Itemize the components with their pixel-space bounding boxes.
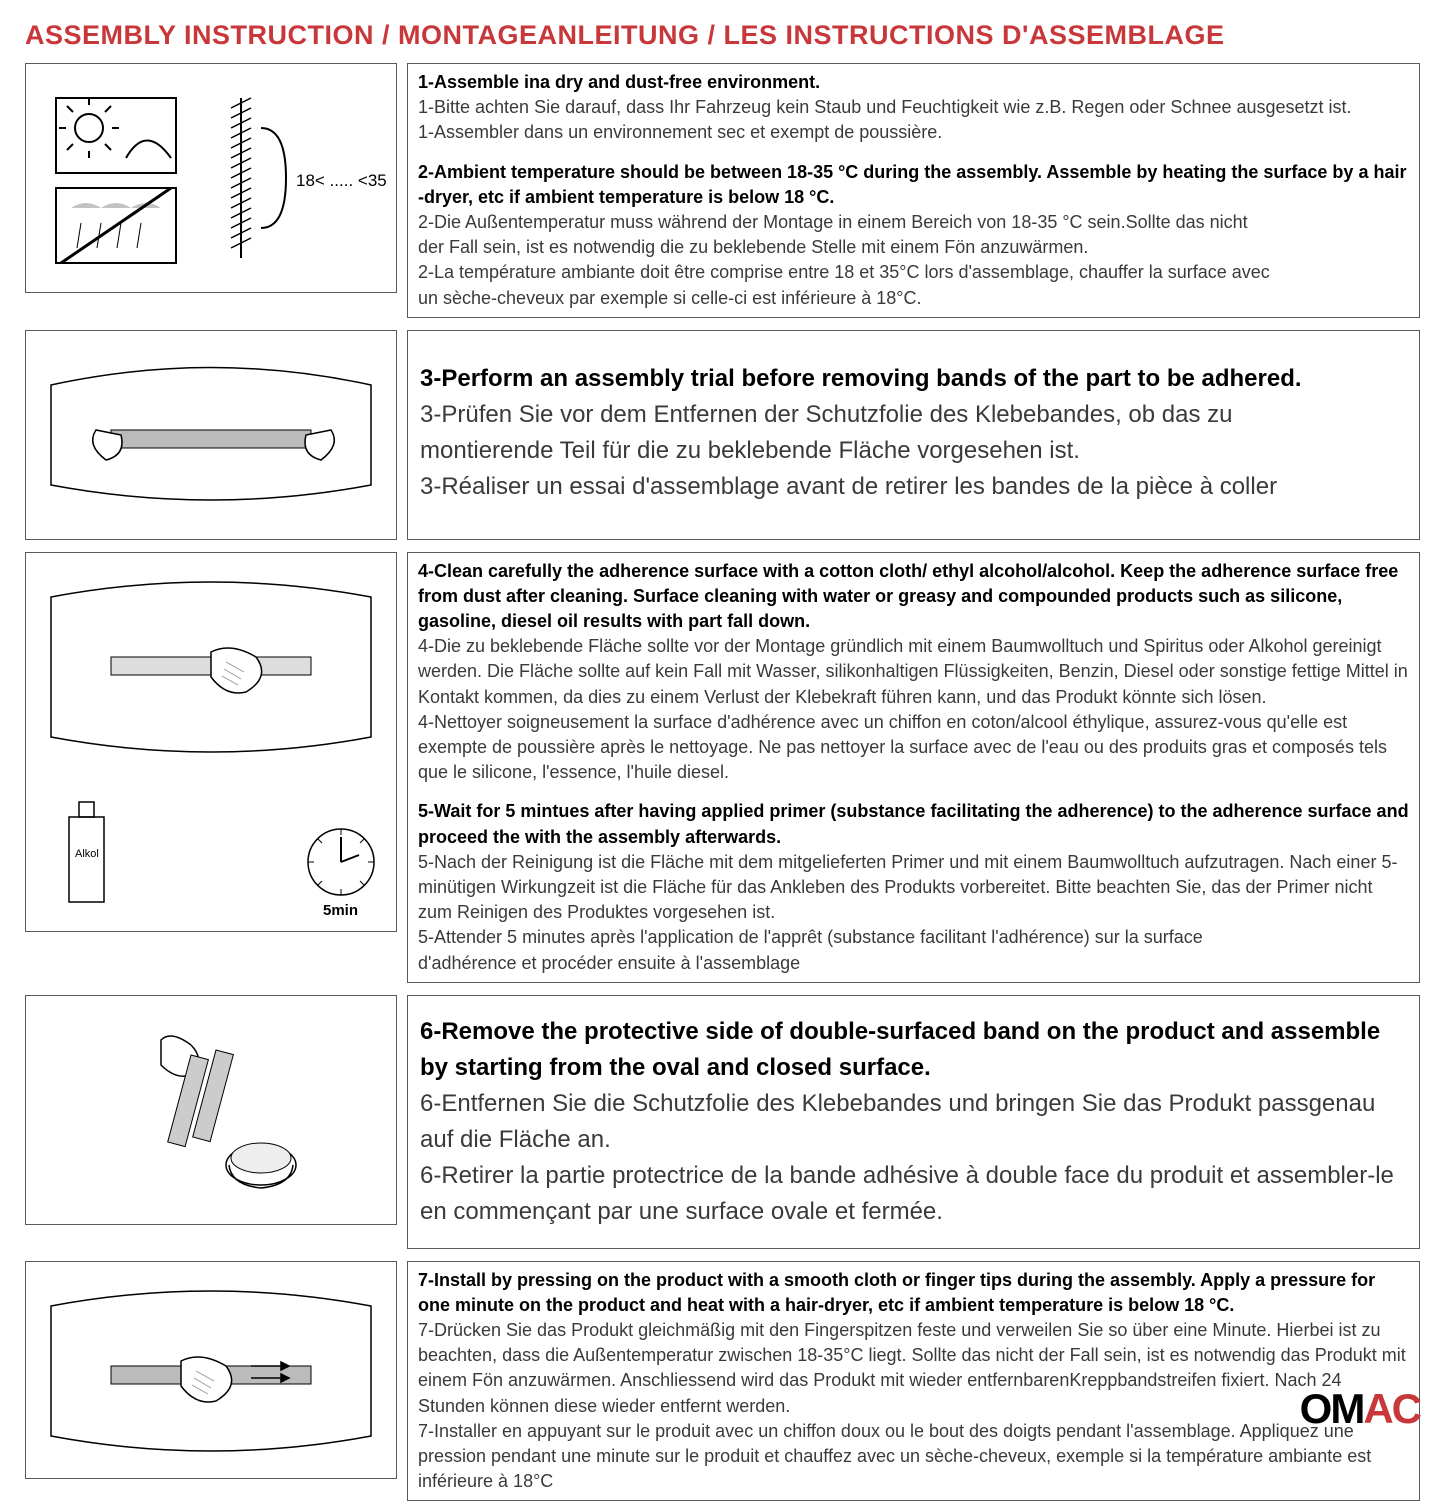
- step3-de2: montierende Teil für die zu beklebende F…: [420, 433, 1407, 469]
- page-title: ASSEMBLY INSTRUCTION / MONTAGEANLEITUNG …: [25, 20, 1420, 51]
- step6-en2: by starting from the oval and closed sur…: [420, 1050, 1407, 1086]
- logo-om: OM: [1300, 1385, 1364, 1432]
- step5-de: 5-Nach der Reinigung ist die Fläche mit …: [418, 850, 1409, 926]
- step5-fr1: 5-Attender 5 minutes après l'application…: [418, 925, 1409, 950]
- step3-de1: 3-Prüfen Sie vor dem Entfernen der Schut…: [420, 397, 1407, 433]
- step6-en1: 6-Remove the protective side of double-s…: [420, 1014, 1407, 1050]
- brand-logo: OMAC: [1300, 1385, 1420, 1433]
- step2-en: 2-Ambient temperature should be between …: [418, 160, 1409, 210]
- svg-text:18< ..... <35 C: 18< ..... <35 C: [296, 171, 391, 190]
- text-section-4: 6-Remove the protective side of double-s…: [407, 995, 1420, 1249]
- text-section-5: 7-Install by pressing on the product wit…: [407, 1261, 1420, 1501]
- section-1: 18< ..... <35 C 1-Assemble ina dry and d…: [25, 63, 1420, 318]
- step7-de: 7-Drücken Sie das Produkt gleichmäßig mi…: [418, 1318, 1409, 1419]
- step1-de: 1-Bitte achten Sie darauf, dass Ihr Fahr…: [418, 95, 1409, 120]
- step5-en: 5-Wait for 5 mintues after having applie…: [418, 799, 1409, 849]
- step6-de: 6-Entfernen Sie die Schutzfolie des Kleb…: [420, 1086, 1407, 1158]
- section-5: 7-Install by pressing on the product wit…: [25, 1261, 1420, 1501]
- section-2: 3-Perform an assembly trial before remov…: [25, 330, 1420, 540]
- text-section-2: 3-Perform an assembly trial before remov…: [407, 330, 1420, 540]
- step5-fr2: d'adhérence et procéder ensuite à l'asse…: [418, 951, 1409, 976]
- illustration-trial: [25, 330, 397, 540]
- step1-fr: 1-Assembler dans un environnement sec et…: [418, 120, 1409, 145]
- text-section-1: 1-Assemble ina dry and dust-free environ…: [407, 63, 1420, 318]
- logo-ac: AC: [1363, 1385, 1420, 1432]
- section-4: 6-Remove the protective side of double-s…: [25, 995, 1420, 1249]
- step2-de2: der Fall sein, ist es notwendig die zu b…: [418, 235, 1409, 260]
- illustration-temperature: 18< ..... <35 C: [25, 63, 397, 293]
- step4-fr: 4-Nettoyer soigneusement la surface d'ad…: [418, 710, 1409, 786]
- svg-text:5min: 5min: [323, 902, 358, 919]
- step6-fr: 6-Retirer la partie protectrice de la ba…: [420, 1158, 1407, 1230]
- step2-fr1: 2-La température ambiante doit être comp…: [418, 260, 1409, 285]
- step2-fr2: un sèche-cheveux par exemple si celle-ci…: [418, 286, 1409, 311]
- step7-en: 7-Install by pressing on the product wit…: [418, 1268, 1409, 1318]
- svg-text:Alkol: Alkol: [75, 848, 99, 860]
- illustration-remove-band: [25, 995, 397, 1225]
- step3-en: 3-Perform an assembly trial before remov…: [420, 361, 1407, 397]
- step4-en: 4-Clean carefully the adherence surface …: [418, 559, 1409, 635]
- step1-en: 1-Assemble ina dry and dust-free environ…: [418, 70, 1409, 95]
- step3-fr: 3-Réaliser un essai d'assemblage avant d…: [420, 469, 1407, 505]
- step4-de: 4-Die zu beklebende Fläche sollte vor de…: [418, 634, 1409, 710]
- illustration-clean: Alkol 5min: [25, 552, 397, 932]
- section-3: Alkol 5min 4-Clean carefully the adheren…: [25, 552, 1420, 983]
- text-section-3: 4-Clean carefully the adherence surface …: [407, 552, 1420, 983]
- step2-de1: 2-Die Außentemperatur muss während der M…: [418, 210, 1409, 235]
- illustration-press: [25, 1261, 397, 1479]
- step7-fr: 7-Installer en appuyant sur le produit a…: [418, 1419, 1409, 1495]
